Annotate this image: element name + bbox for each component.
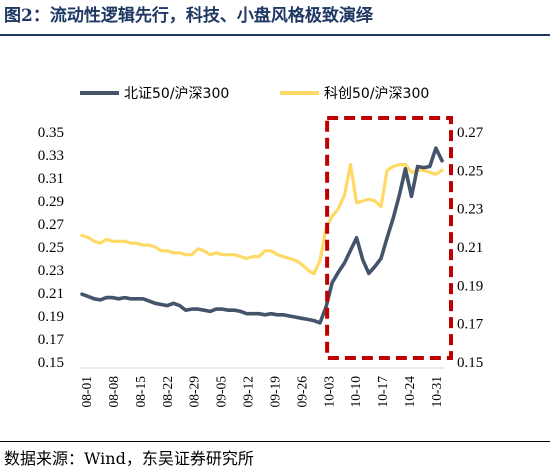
x-tick-label: 10-31 <box>429 376 444 408</box>
series-line-beizheng50 <box>80 146 444 325</box>
left-tick-label: 0.31 <box>38 171 64 187</box>
x-tick-label: 08-08 <box>106 376 121 408</box>
right-axis-ticks: 0.15 0.17 0.19 0.21 0.23 0.25 0.27 <box>457 125 484 371</box>
left-tick-label: 0.29 <box>38 194 64 210</box>
x-tick-label: 10-03 <box>321 376 336 408</box>
right-tick-label: 0.25 <box>457 163 483 179</box>
x-tick-label: 09-12 <box>241 376 256 408</box>
left-tick-label: 0.15 <box>38 355 64 371</box>
x-tick-label: 10-24 <box>402 376 417 408</box>
x-tick-label: 08-29 <box>187 376 202 408</box>
source-rule <box>0 441 550 442</box>
line-chart: 北证50/沪深300 科创50/沪深300 0.150.170.190.210.… <box>38 86 484 408</box>
x-tick-label: 09-19 <box>267 376 282 408</box>
source-note: 数据来源：Wind，东吴证券研究所 <box>4 449 254 468</box>
left-tick-label: 0.27 <box>38 217 65 233</box>
legend-label-kechuang50: 科创50/沪深300 <box>324 86 429 102</box>
left-tick-label: 0.17 <box>38 332 65 348</box>
x-tick-label: 10-17 <box>375 376 390 408</box>
x-tick-label: 10-10 <box>348 376 363 408</box>
title-rule <box>0 34 550 36</box>
left-tick-label: 0.35 <box>38 125 64 141</box>
left-tick-label: 0.25 <box>38 240 64 256</box>
right-tick-label: 0.23 <box>457 202 483 218</box>
legend-label-beizheng50: 北证50/沪深300 <box>124 86 229 102</box>
right-tick-label: 0.15 <box>457 355 483 371</box>
left-axis-ticks: 0.15 0.17 0.19 0.21 0.23 0.25 0.27 0.29 0.31 0.33… <box>38 125 65 371</box>
left-tick-label: 0.33 <box>38 148 64 164</box>
x-tick-label: 08-15 <box>133 376 148 408</box>
right-tick-label: 0.17 <box>457 317 484 333</box>
series-line-kechuang50 <box>80 162 444 276</box>
right-tick-label: 0.21 <box>457 240 483 256</box>
figure-title: 图2：流动性逻辑先行，科技、小盘风格极致演绎 <box>4 6 373 26</box>
highlight-box <box>325 116 454 360</box>
x-tick-label: 08-01 <box>79 376 94 408</box>
series-group <box>80 146 444 325</box>
right-tick-label: 0.27 <box>457 125 484 141</box>
left-tick-label: 0.19 <box>38 309 64 325</box>
right-tick-label: 0.19 <box>457 278 483 294</box>
x-tick-label: 09-05 <box>214 376 229 408</box>
left-tick-label: 0.23 <box>38 263 64 279</box>
x-tick-label: 09-26 <box>294 376 309 408</box>
x-axis-ticks: 08-01 08-08 08-15 08-22 08-29 09-05 09-12 09-19… <box>79 376 444 408</box>
left-tick-label: 0.21 <box>38 286 64 302</box>
x-tick-label: 08-22 <box>160 376 175 408</box>
legend: 北证50/沪深300 科创50/沪深300 <box>80 86 429 102</box>
